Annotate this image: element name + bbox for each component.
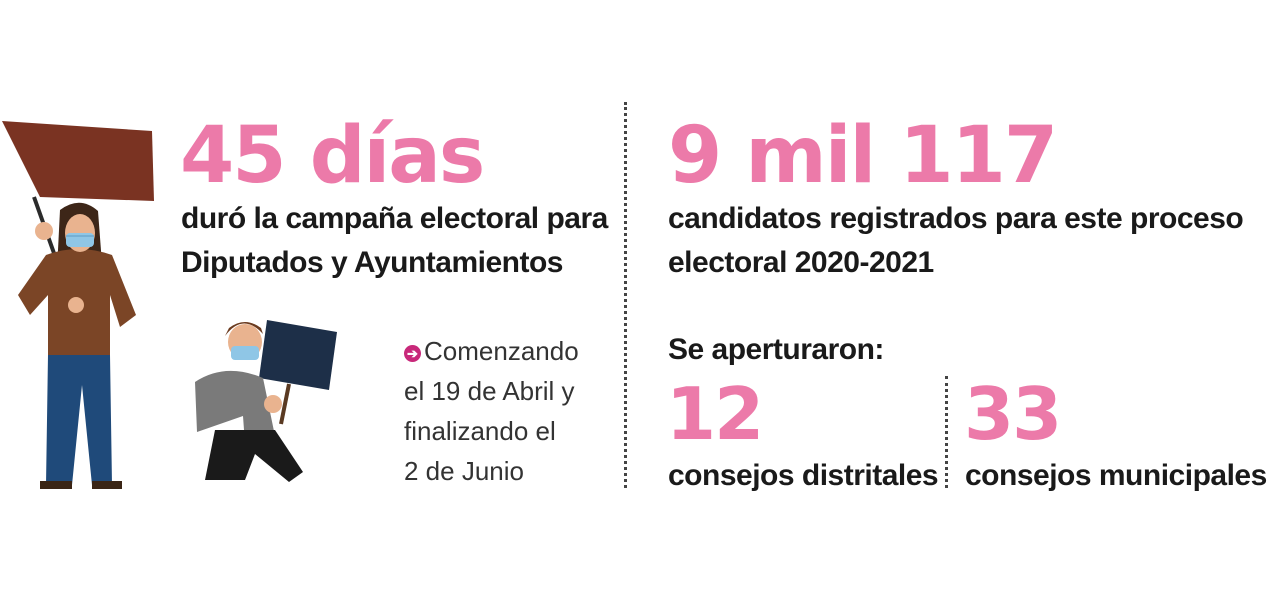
candidates-count-headline: 9 mil 117 xyxy=(668,111,1058,201)
candidates-description-line-1: candidatos registrados para este proceso xyxy=(668,202,1244,235)
municipal-councils-count: 33 xyxy=(964,372,1062,456)
campaign-duration-headline: 45 días xyxy=(180,111,485,201)
note-line-3: finalizando el xyxy=(404,416,556,446)
district-councils-label: consejos distritales xyxy=(668,459,939,492)
protester-with-banner-illustration xyxy=(2,121,154,489)
kneeling-protester-with-sign-illustration xyxy=(195,320,337,482)
note-line-4: 2 de Junio xyxy=(404,456,524,486)
district-councils-count: 12 xyxy=(666,372,764,456)
campaign-dates-note: ➔ Comenzando el 19 de Abril y finalizando… xyxy=(404,331,614,491)
note-line-2: el 19 de Abril y xyxy=(404,376,575,406)
municipal-councils-label: consejos municipales xyxy=(965,459,1267,492)
note-line-1: Comenzando xyxy=(424,336,579,366)
campaign-description-line-1: duró la campaña electoral para xyxy=(181,202,608,235)
arrow-circle-right-icon: ➔ xyxy=(404,345,421,362)
candidates-description-line-2: electoral 2020-2021 xyxy=(668,246,934,279)
section-label: Se aperturaron: xyxy=(668,333,884,366)
stats-divider xyxy=(945,376,948,488)
candidates-description: candidatos registrados para este proceso… xyxy=(668,197,1258,285)
campaign-description-line-2: Diputados y Ayuntamientos xyxy=(181,246,563,279)
column-divider xyxy=(624,102,627,488)
campaign-duration-description: duró la campaña electoral para Diputados… xyxy=(181,197,611,285)
